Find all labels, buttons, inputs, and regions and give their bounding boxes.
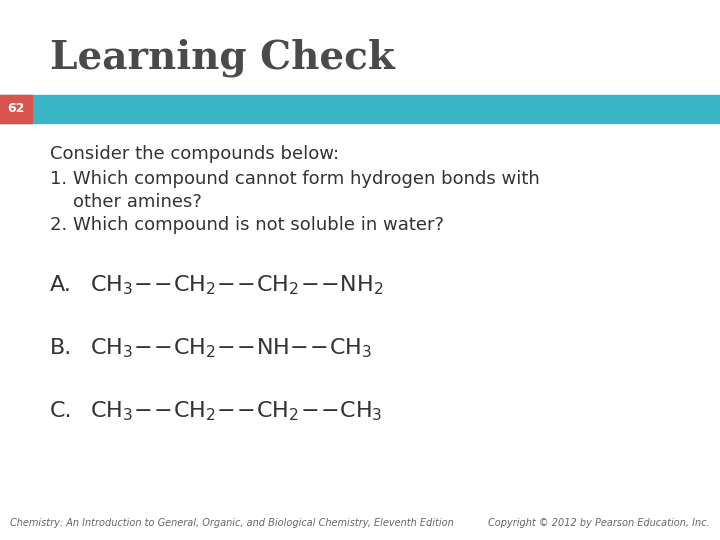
Text: Chemistry: An Introduction to General, Organic, and Biological Chemistry, Eleven: Chemistry: An Introduction to General, O… (10, 518, 454, 528)
Text: 2. Which compound is not soluble in water?: 2. Which compound is not soluble in wate… (50, 216, 444, 234)
Text: B.: B. (50, 338, 72, 358)
Text: $\mathregular{CH_{3}\!-\!\!-\!CH_{2}\!-\!\!-\!CH_{2}\!-\!\!-\!CH_{3}}$: $\mathregular{CH_{3}\!-\!\!-\!CH_{2}\!-\… (90, 399, 382, 423)
Text: Consider the compounds below:: Consider the compounds below: (50, 145, 339, 163)
Text: other amines?: other amines? (50, 193, 202, 211)
Text: 62: 62 (7, 103, 24, 116)
Text: C.: C. (50, 401, 73, 421)
Text: A.: A. (50, 275, 72, 295)
Bar (0, 95, 32, 123)
Text: Learning Check: Learning Check (50, 39, 395, 77)
Bar (0, 95, 720, 123)
Text: Copyright © 2012 by Pearson Education, Inc.: Copyright © 2012 by Pearson Education, I… (488, 518, 710, 528)
Text: $\mathregular{CH_{3}\!-\!\!-\!CH_{2}\!-\!\!-\!CH_{2}\!-\!\!-\!NH_{2}}$: $\mathregular{CH_{3}\!-\!\!-\!CH_{2}\!-\… (90, 273, 383, 297)
Text: $\mathregular{CH_{3}\!-\!\!-\!CH_{2}\!-\!\!-\!NH\!-\!\!-\!CH_{3}}$: $\mathregular{CH_{3}\!-\!\!-\!CH_{2}\!-\… (90, 336, 372, 360)
Text: 1. Which compound cannot form hydrogen bonds with: 1. Which compound cannot form hydrogen b… (50, 170, 540, 188)
